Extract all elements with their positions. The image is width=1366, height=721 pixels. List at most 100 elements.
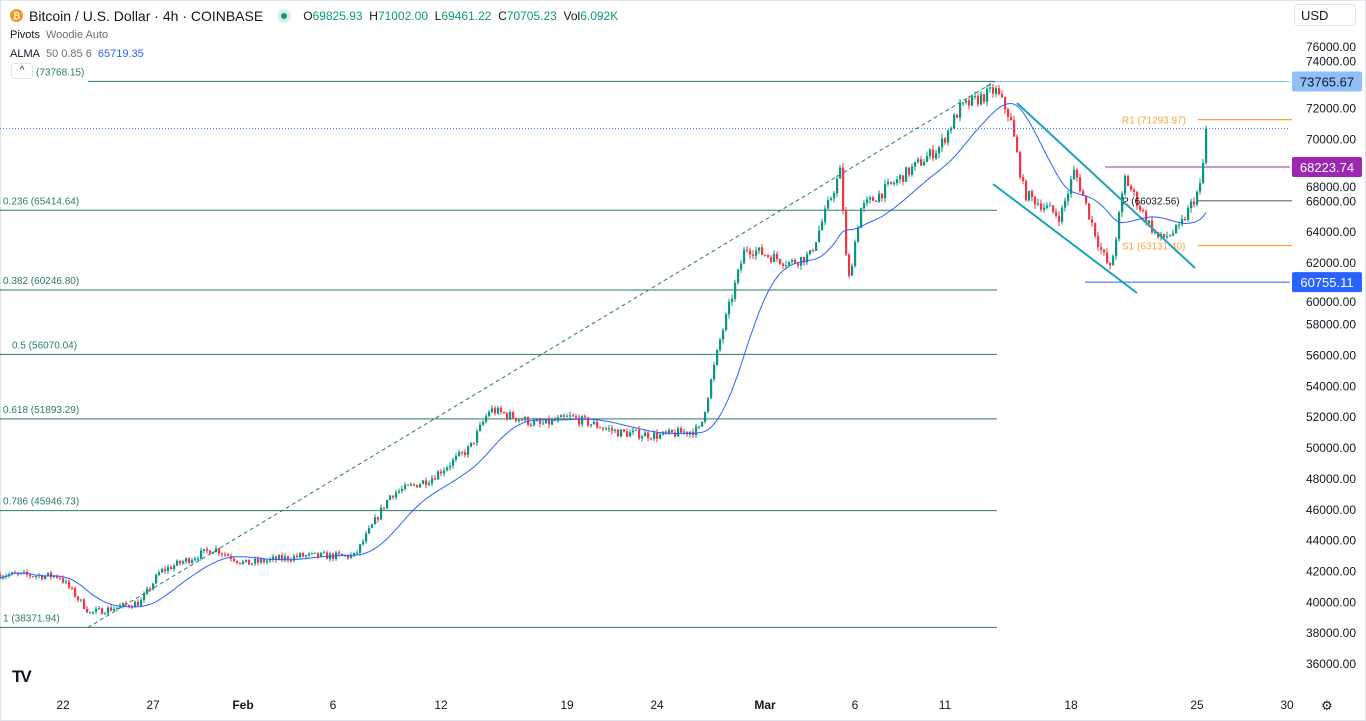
candle-up — [911, 166, 914, 175]
candle-down — [302, 553, 305, 557]
candle-down — [992, 87, 995, 94]
candle-up — [203, 549, 206, 551]
candle-up — [923, 162, 926, 166]
candle-up — [167, 567, 170, 571]
candle-up — [155, 575, 158, 584]
candle-up — [215, 548, 218, 552]
candle-down — [290, 560, 293, 562]
candle-down — [227, 554, 230, 557]
candle-down — [50, 572, 53, 578]
candle-up — [386, 499, 389, 509]
indicator-pivots[interactable]: Pivots Woodie Auto — [10, 28, 109, 41]
candle-up — [491, 408, 494, 412]
candle-down — [1100, 247, 1103, 250]
candle-up — [89, 612, 92, 614]
candle-down — [494, 408, 497, 414]
candle-up — [536, 420, 539, 422]
candle-up — [899, 175, 902, 180]
candle-up — [695, 426, 698, 436]
candle-down — [656, 432, 659, 439]
candle-up — [950, 128, 953, 131]
candle-up — [308, 553, 311, 556]
y-tick-label: 68000.00 — [1306, 180, 1356, 194]
candle-down — [218, 548, 221, 554]
candle-down — [1058, 215, 1061, 222]
candle-up — [971, 96, 974, 106]
candle-down — [1097, 236, 1100, 248]
candle-up — [44, 575, 47, 580]
candle-down — [956, 114, 959, 118]
candle-down — [752, 254, 755, 256]
candle-up — [716, 349, 719, 365]
candle-up — [791, 259, 794, 262]
candle-up — [446, 467, 449, 471]
candle-up — [143, 593, 146, 600]
candle-up — [551, 419, 554, 425]
candle-up — [569, 415, 572, 417]
candle-down — [521, 419, 524, 421]
candle-up — [152, 583, 155, 590]
tradingview-logo[interactable]: TV — [12, 667, 32, 686]
candle-up — [869, 197, 872, 200]
candle-up — [1124, 176, 1127, 194]
candle-up — [740, 263, 743, 270]
candle-up — [185, 558, 188, 562]
candle-up — [836, 178, 839, 194]
x-tick-label: Feb — [232, 698, 253, 712]
candle-up — [365, 533, 368, 542]
candle-up — [401, 488, 404, 491]
price-label-text: 68223.74 — [1300, 160, 1354, 175]
candle-down — [611, 428, 614, 431]
candle-up — [533, 420, 536, 426]
candle-up — [857, 227, 860, 242]
candle-up — [935, 153, 938, 159]
indicator-alma[interactable]: ALMA 50 0.85 6 65719.35 — [10, 47, 144, 60]
candle-down — [17, 573, 20, 575]
candle-up — [98, 608, 101, 610]
candle-down — [572, 415, 575, 417]
candle-up — [959, 102, 962, 118]
fib-level-label: 0.786 (45946.73) — [3, 497, 79, 508]
candle-down — [110, 607, 113, 611]
candle-down — [338, 552, 341, 554]
y-tick-label: 50000.00 — [1306, 441, 1356, 455]
candle-up — [476, 431, 479, 443]
candle-up — [818, 230, 821, 243]
candle-down — [1004, 97, 1007, 110]
candle-up — [278, 555, 281, 560]
candle-up — [479, 424, 482, 432]
collapse-legend-button[interactable]: ^ — [11, 63, 33, 79]
candle-up — [728, 301, 731, 315]
y-tick-label: 70000.00 — [1306, 133, 1356, 147]
price-label-box — [1292, 156, 1362, 177]
candle-down — [1016, 136, 1019, 153]
candle-down — [263, 559, 266, 563]
candle-down — [59, 577, 62, 579]
candle-down — [881, 193, 884, 199]
symbol-title[interactable]: Bitcoin / U.S. Dollar · 4h · COINBASE — [29, 7, 264, 24]
settings-icon[interactable]: ⚙ — [1321, 698, 1333, 713]
candle-up — [962, 102, 965, 104]
candle-up — [917, 159, 920, 163]
candle-down — [1130, 185, 1133, 190]
fib-level-label: (73768.15) — [36, 67, 84, 78]
candle-up — [698, 426, 701, 428]
market-status-icon[interactable] — [277, 8, 292, 23]
candle-up — [95, 609, 98, 612]
candle-up — [608, 428, 611, 430]
y-tick-label: 36000.00 — [1306, 657, 1356, 671]
candle-up — [455, 455, 458, 460]
candle-down — [506, 413, 509, 419]
candle-down — [1094, 222, 1097, 237]
candle-up — [965, 100, 968, 103]
x-tick-label: 27 — [146, 698, 160, 712]
candle-up — [986, 88, 989, 102]
candle-up — [65, 581, 68, 583]
candle-up — [122, 603, 125, 606]
candle-up — [353, 552, 356, 555]
candle-up — [1178, 224, 1181, 226]
y-tick-label: 72000.00 — [1306, 102, 1356, 116]
currency-select[interactable]: USD — [1294, 4, 1356, 26]
candle-up — [518, 419, 521, 421]
